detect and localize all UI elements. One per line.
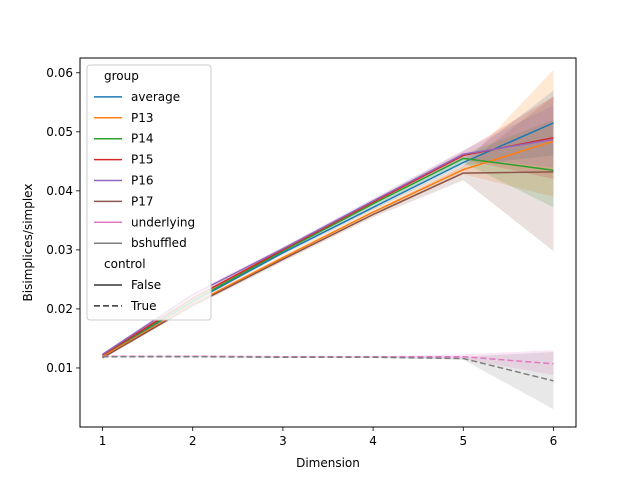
x-tick-label: 3 — [279, 434, 287, 448]
legend-label-p16: P16 — [131, 174, 154, 188]
legend-label-average: average — [131, 90, 180, 104]
x-axis-label: Dimension — [296, 456, 360, 470]
x-tick-label: 6 — [550, 434, 558, 448]
y-tick-label: 0.04 — [46, 184, 73, 198]
legend-label-underlying: underlying — [131, 215, 195, 229]
y-tick-label: 0.01 — [46, 361, 73, 375]
legend: group average P13 P14 P15 P16 P17 underlying bsh… — [86, 64, 212, 321]
legend-box — [86, 64, 212, 321]
legend-label-p15: P15 — [131, 153, 154, 167]
legend-label-control-false: False — [131, 278, 161, 292]
y-tick-label: 0.05 — [46, 125, 73, 139]
plot-frame — [79, 57, 577, 428]
legend-label-p14: P14 — [131, 132, 154, 146]
y-tick-label: 0.02 — [46, 302, 73, 316]
legend-title-group: group — [104, 69, 139, 83]
y-tick-label: 0.03 — [46, 243, 73, 257]
y-tick-label: 0.06 — [46, 66, 73, 80]
x-tick-label: 2 — [189, 434, 197, 448]
x-tick-label: 1 — [99, 434, 107, 448]
legend-label-control-true: True — [130, 299, 157, 313]
legend-label-bshuffled: bshuffled — [131, 236, 187, 250]
legend-title-control: control — [104, 257, 146, 271]
x-axis-ticks: 1 2 3 4 5 6 — [99, 427, 558, 448]
band-bshuffled — [102, 352, 554, 410]
legend-label-p17: P17 — [131, 194, 154, 208]
legend-label-p13: P13 — [131, 111, 154, 125]
x-tick-label: 4 — [369, 434, 377, 448]
y-axis-label: Bisimplices/simplex — [21, 184, 35, 302]
y-axis-ticks: 0.01 0.02 0.03 0.04 0.05 0.06 — [46, 66, 80, 375]
line-bshuffled — [102, 355, 554, 382]
band-p14 — [102, 120, 554, 357]
x-tick-label: 5 — [459, 434, 467, 448]
